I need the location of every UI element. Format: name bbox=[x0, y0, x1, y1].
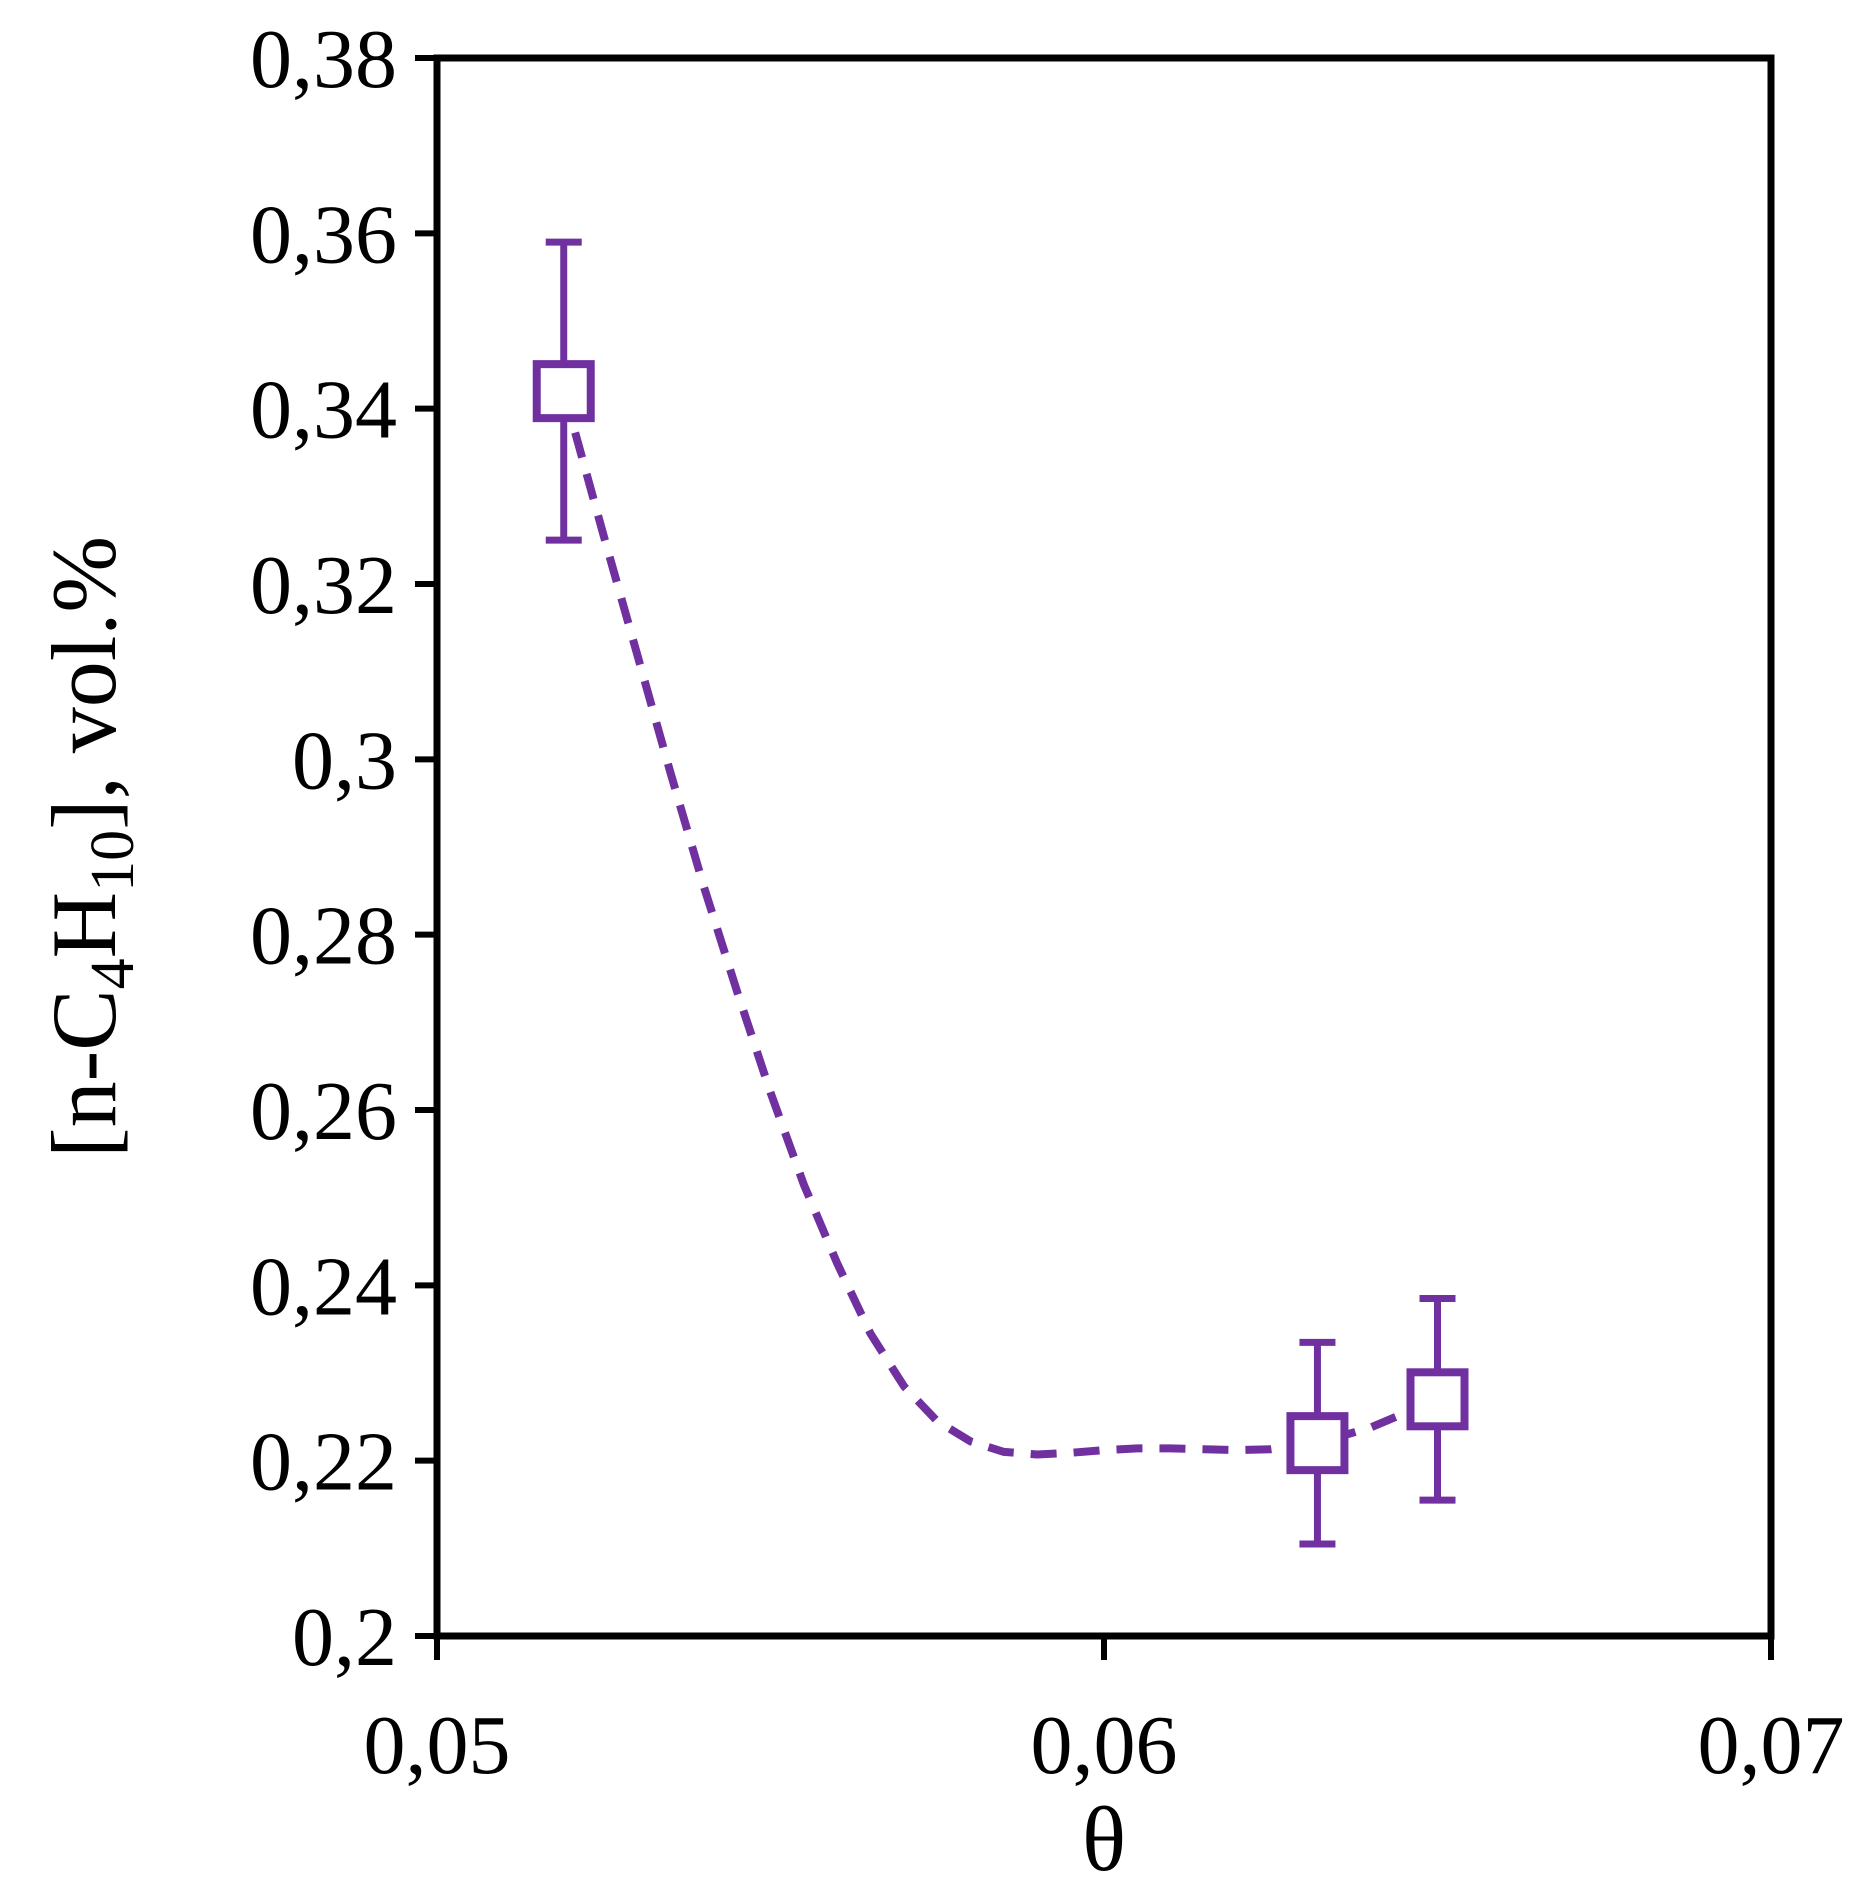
y-axis-title-part: H bbox=[33, 892, 135, 958]
data-point-marker bbox=[1406, 1368, 1469, 1431]
plot-frame bbox=[433, 54, 1775, 1640]
y-tick-label: 0,34 bbox=[250, 364, 397, 457]
y-axis-title: [n-C4H10], vol.% bbox=[33, 536, 147, 1158]
y-axis-title-subscript: 10 bbox=[79, 830, 147, 892]
y-tick-label: 0,28 bbox=[250, 890, 397, 983]
y-tick-label: 0,22 bbox=[250, 1416, 397, 1509]
x-tick-label: 0,07 bbox=[1698, 1699, 1845, 1792]
y-tick-label: 0,26 bbox=[250, 1065, 397, 1158]
y-tick-label: 0,36 bbox=[250, 188, 397, 281]
trend-line bbox=[559, 390, 1440, 1459]
x-axis-title: θ bbox=[1082, 1788, 1126, 1890]
plot-layer: 0,2 0,22 0,24 0,26 0,28 0,3 0,32 0,34 0,36 0,38 0,… bbox=[250, 13, 1845, 1792]
x-tick-label: 0,06 bbox=[1031, 1699, 1178, 1792]
data-point-marker bbox=[1286, 1412, 1349, 1475]
y-axis-title-part: [n-C bbox=[33, 989, 135, 1158]
y-tick-label: 0,24 bbox=[250, 1240, 397, 1333]
y-tick-label: 0,2 bbox=[292, 1591, 397, 1684]
y-axis-title-subscript: 4 bbox=[79, 958, 147, 989]
y-tick-label: 0,38 bbox=[250, 13, 397, 106]
y-tick-label: 0,32 bbox=[250, 539, 397, 632]
y-tick-label: 0,3 bbox=[292, 714, 397, 807]
x-tick-label: 0,05 bbox=[364, 1699, 511, 1792]
y-axis-title-part: ], vol.% bbox=[33, 536, 135, 830]
data-point-marker bbox=[532, 360, 595, 423]
